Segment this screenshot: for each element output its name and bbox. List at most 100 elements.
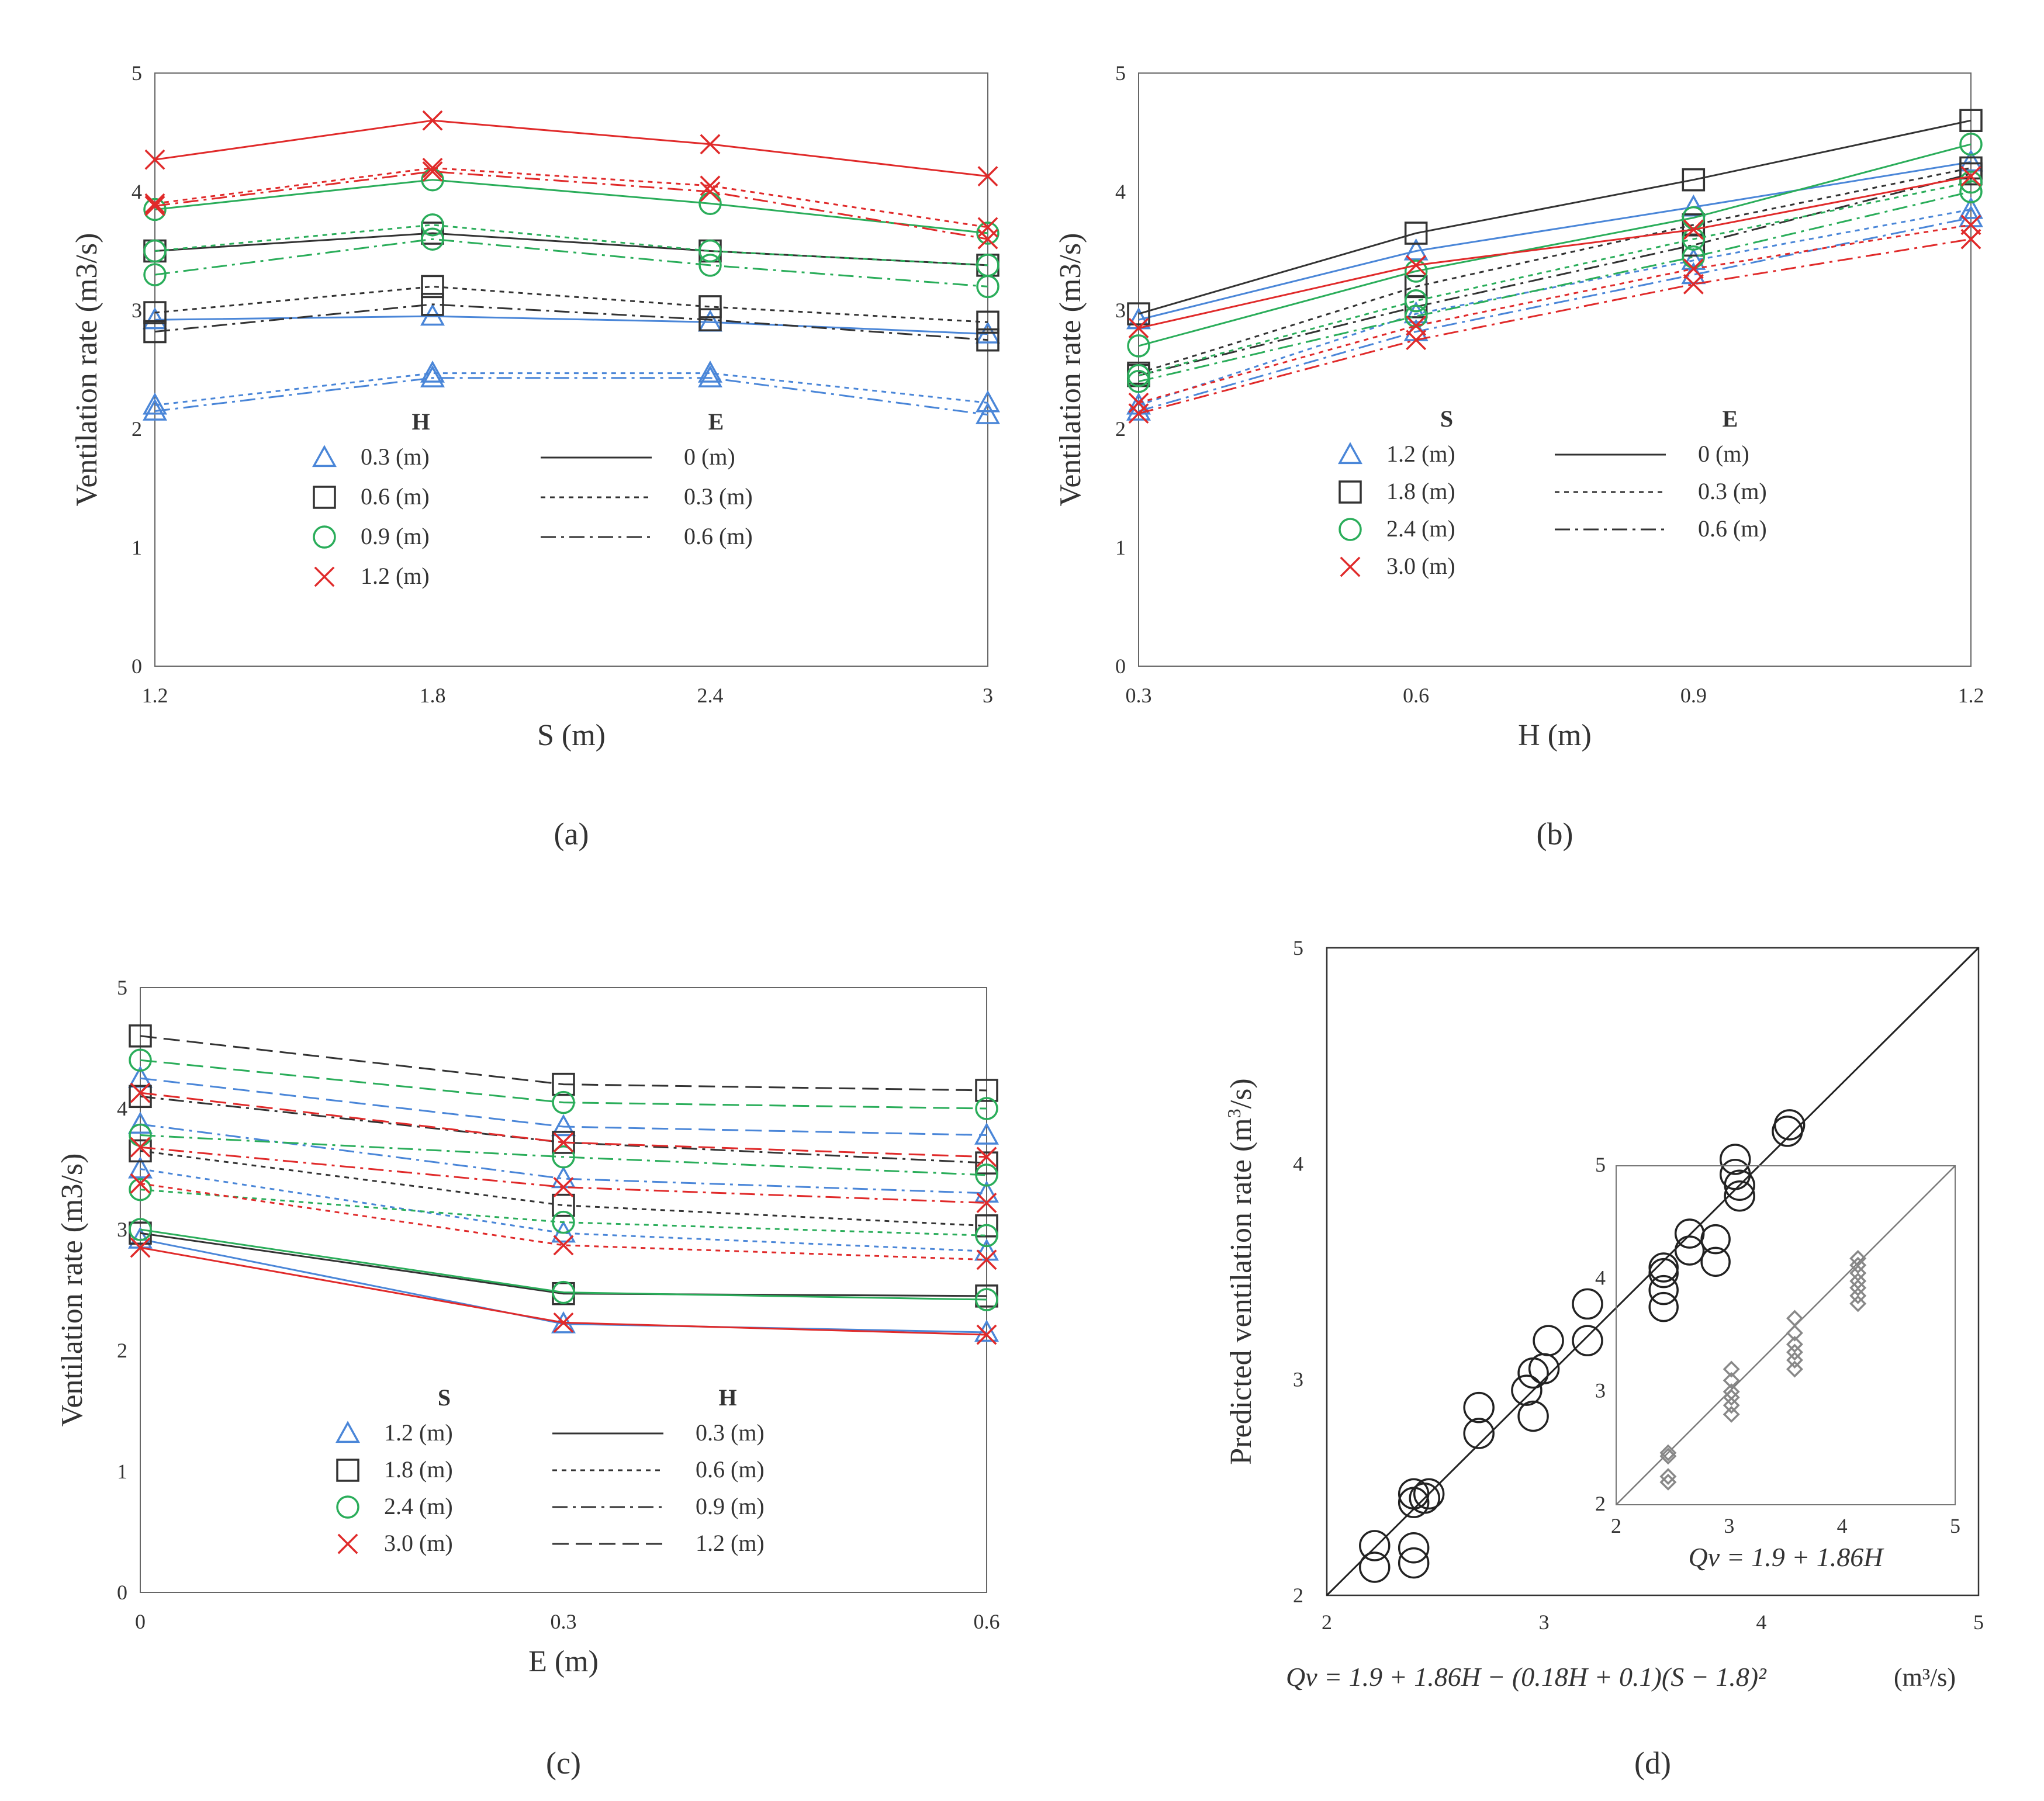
inset-diamond-point: [1786, 1343, 1803, 1361]
series-line: [140, 1182, 987, 1261]
y-axis-label: Ventilation rate (m3/s): [1054, 233, 1087, 507]
data-point: [1959, 162, 1983, 186]
data-point: [700, 134, 721, 155]
data-point: [1959, 149, 1983, 172]
series-line: [140, 1149, 987, 1227]
data-point: [552, 1145, 575, 1169]
data-point: [421, 213, 444, 237]
x-tick-label: 5: [1973, 1610, 1984, 1634]
y-tick-label: 2: [1115, 417, 1126, 441]
data-point: [129, 1177, 152, 1201]
legend-label: 3.0 (m): [384, 1530, 453, 1556]
panel-label: (b): [1537, 816, 1573, 851]
data-point: [1533, 1325, 1564, 1356]
y-tick-label: 1: [132, 536, 142, 559]
inset-diamond-point: [1659, 1468, 1677, 1485]
x-tick-label: 0.3: [1126, 684, 1152, 707]
data-point: [143, 307, 167, 330]
y-tick-label: 3: [117, 1218, 127, 1241]
inset-x-tick-label: 3: [1724, 1514, 1734, 1537]
legend-marker: [1340, 556, 1361, 577]
legend-marker: [1338, 442, 1362, 465]
data-point: [1959, 133, 1983, 156]
data-point: [143, 301, 167, 324]
series-line: [140, 1095, 987, 1164]
data-point: [976, 221, 999, 245]
series-line: [1138, 224, 1972, 404]
legend-marker: [1339, 480, 1362, 504]
legend-label: 1.8 (m): [1386, 478, 1455, 504]
data-point: [1959, 196, 1983, 219]
y-tick-label: 2: [132, 417, 142, 441]
data-point: [975, 1151, 998, 1175]
data-point: [974, 1319, 999, 1342]
data-point: [1128, 318, 1149, 338]
data-point: [1359, 1530, 1391, 1561]
series-line: [1138, 238, 1972, 415]
series-line: [140, 1077, 987, 1137]
inset-circle-point: [1648, 1274, 1679, 1305]
inset-circle-point: [1674, 1218, 1705, 1249]
data-point: [1409, 1483, 1440, 1514]
y-tick-label: 4: [117, 1097, 127, 1120]
series-line: [140, 1123, 987, 1194]
data-point: [1404, 221, 1428, 245]
inset-x-equation: Qv = 1.9 + 1.86H: [1689, 1542, 1885, 1572]
legend-marker: [313, 525, 336, 549]
series-line: [1138, 167, 1972, 375]
data-point: [976, 1193, 997, 1213]
inset-x-tick-label: 4: [1837, 1514, 1848, 1537]
inset-diamond-point: [1849, 1256, 1867, 1274]
data-point: [1682, 233, 1706, 257]
legend-label: 3.0 (m): [1386, 553, 1455, 579]
y-tick-label: 5: [1115, 61, 1126, 85]
data-point: [552, 1090, 575, 1114]
data-point: [1127, 363, 1150, 387]
data-point: [421, 221, 444, 245]
series-line: [154, 238, 988, 288]
marker-legend-title: S: [1440, 406, 1453, 432]
data-point: [551, 1166, 576, 1189]
series-line: [140, 1035, 987, 1092]
series-line: [154, 119, 988, 178]
data-point: [1127, 302, 1150, 325]
data-point: [1773, 1109, 1806, 1141]
data-point: [977, 228, 998, 250]
data-point: [1683, 258, 1704, 279]
inset-diamond-point: [1849, 1287, 1867, 1304]
data-point: [975, 1079, 998, 1102]
y-tick-label: 3: [132, 299, 142, 322]
inset-y-tick-label: 2: [1595, 1492, 1606, 1515]
inset-diamond-point: [1786, 1360, 1803, 1378]
line-legend-title: H: [718, 1384, 736, 1411]
panel-label: (c): [546, 1745, 581, 1781]
data-point: [420, 365, 445, 387]
panel-label: (a): [554, 816, 589, 851]
data-point: [1406, 330, 1427, 351]
data-point: [1959, 109, 1983, 132]
data-point: [553, 1235, 574, 1256]
data-point: [698, 365, 722, 387]
inset-diamond-point: [1849, 1295, 1867, 1312]
panel-label: (d): [1634, 1745, 1671, 1781]
data-point: [130, 1173, 151, 1194]
marker-legend-title: H: [411, 408, 430, 435]
inset-diamond-point: [1723, 1360, 1740, 1378]
inset-circle-point: [1700, 1246, 1731, 1277]
legend-label: 1.2 (m): [361, 563, 430, 589]
data-point: [1406, 255, 1427, 276]
chart-panel-b: 0 1 2 3 4 5 0.3 0.6 0.9 1.2 H (m) Ventilation rate …: [1054, 61, 1984, 851]
inset-diamond-point: [1659, 1473, 1677, 1491]
data-point: [976, 1147, 997, 1168]
x-axis-label: E (m): [528, 1645, 599, 1678]
data-point: [143, 198, 167, 221]
data-point: [976, 328, 999, 352]
y-tick-label: 1: [1115, 536, 1126, 559]
series-line: [1138, 119, 1972, 315]
data-point: [974, 1122, 999, 1145]
series-line: [154, 232, 988, 266]
y-tick-label: 0: [117, 1581, 127, 1604]
legend-label: 0.6 (m): [1698, 515, 1767, 542]
data-point: [1404, 289, 1428, 313]
data-point: [552, 1072, 575, 1096]
